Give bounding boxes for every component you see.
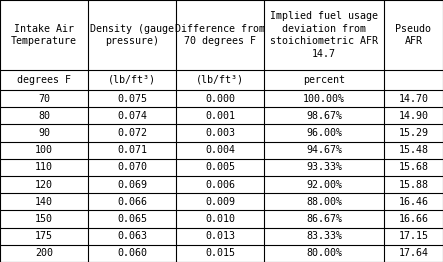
Text: 15.29: 15.29 [399, 128, 428, 138]
Text: 80.00%: 80.00% [306, 248, 342, 258]
Text: 14.90: 14.90 [399, 111, 428, 121]
Text: 0.071: 0.071 [117, 145, 147, 155]
Text: Difference from
70 degrees F: Difference from 70 degrees F [175, 24, 265, 46]
Text: (lb/ft³): (lb/ft³) [108, 75, 156, 85]
Text: 70: 70 [38, 94, 50, 103]
Text: 92.00%: 92.00% [306, 179, 342, 190]
Text: 0.072: 0.072 [117, 128, 147, 138]
Text: 120: 120 [35, 179, 53, 190]
Text: 0.066: 0.066 [117, 197, 147, 207]
Text: 94.67%: 94.67% [306, 145, 342, 155]
Text: 0.009: 0.009 [205, 197, 235, 207]
Text: 96.00%: 96.00% [306, 128, 342, 138]
Text: 0.070: 0.070 [117, 162, 147, 172]
Text: 150: 150 [35, 214, 53, 224]
Text: 0.004: 0.004 [205, 145, 235, 155]
Text: 0.003: 0.003 [205, 128, 235, 138]
Text: (lb/ft³): (lb/ft³) [196, 75, 244, 85]
Text: 110: 110 [35, 162, 53, 172]
Text: 0.063: 0.063 [117, 231, 147, 241]
Text: 0.065: 0.065 [117, 214, 147, 224]
Text: 100: 100 [35, 145, 53, 155]
Text: Pseudo
AFR: Pseudo AFR [396, 24, 431, 46]
Text: 17.64: 17.64 [399, 248, 428, 258]
Text: 0.010: 0.010 [205, 214, 235, 224]
Text: degrees F: degrees F [17, 75, 71, 85]
Text: 83.33%: 83.33% [306, 231, 342, 241]
Text: 0.000: 0.000 [205, 94, 235, 103]
Text: 140: 140 [35, 197, 53, 207]
Text: 100.00%: 100.00% [303, 94, 345, 103]
Text: 0.001: 0.001 [205, 111, 235, 121]
Text: 0.015: 0.015 [205, 248, 235, 258]
Text: 98.67%: 98.67% [306, 111, 342, 121]
Text: 0.013: 0.013 [205, 231, 235, 241]
Text: Density (gauge
pressure): Density (gauge pressure) [90, 24, 174, 46]
Text: 0.006: 0.006 [205, 179, 235, 190]
Text: 0.005: 0.005 [205, 162, 235, 172]
Text: 16.46: 16.46 [399, 197, 428, 207]
Text: 90: 90 [38, 128, 50, 138]
Text: 0.075: 0.075 [117, 94, 147, 103]
Text: 80: 80 [38, 111, 50, 121]
Text: 16.66: 16.66 [399, 214, 428, 224]
Text: 15.88: 15.88 [399, 179, 428, 190]
Text: 15.68: 15.68 [399, 162, 428, 172]
Text: 175: 175 [35, 231, 53, 241]
Text: Intake Air
Temperature: Intake Air Temperature [11, 24, 77, 46]
Text: 93.33%: 93.33% [306, 162, 342, 172]
Text: 86.67%: 86.67% [306, 214, 342, 224]
Text: 88.00%: 88.00% [306, 197, 342, 207]
Text: Implied fuel usage
deviation from
stoichiometric AFR
14.7: Implied fuel usage deviation from stoich… [270, 12, 378, 59]
Text: 14.70: 14.70 [399, 94, 428, 103]
Text: 200: 200 [35, 248, 53, 258]
Text: 0.060: 0.060 [117, 248, 147, 258]
Text: 0.074: 0.074 [117, 111, 147, 121]
Text: 0.069: 0.069 [117, 179, 147, 190]
Text: 17.15: 17.15 [399, 231, 428, 241]
Text: percent: percent [303, 75, 345, 85]
Text: 15.48: 15.48 [399, 145, 428, 155]
